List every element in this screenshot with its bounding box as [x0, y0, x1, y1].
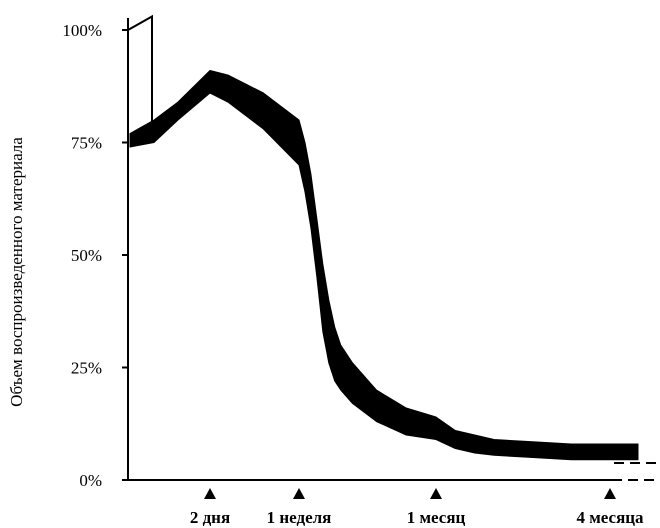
x-marker-label: 1 месяц — [407, 508, 466, 527]
retention-band — [129, 70, 639, 461]
y-ticks: 0% 25% 50% 75% 100% — [62, 21, 128, 490]
x-marker-triangle — [604, 488, 616, 499]
y-tick-label: 100% — [62, 21, 102, 40]
y-tick-label: 25% — [71, 359, 102, 378]
y-tick-label: 50% — [71, 246, 102, 265]
x-markers: 2 дня 1 неделя 1 месяц 4 месяца — [190, 488, 644, 527]
y-tick-label: 75% — [71, 134, 102, 153]
plot-area — [127, 14, 639, 461]
y-axis-title: Объем воспроизведенного материала — [7, 137, 26, 407]
x-marker-label: 1 неделя — [267, 508, 332, 527]
axes — [127, 18, 656, 481]
x-marker-triangle — [293, 488, 305, 499]
y-tick-label: 0% — [79, 471, 102, 490]
initial-spike — [127, 14, 153, 125]
x-marker-triangle — [430, 488, 442, 499]
x-marker-label: 4 месяца — [576, 508, 644, 527]
x-marker-label: 2 дня — [190, 508, 230, 527]
x-marker-triangle — [204, 488, 216, 499]
